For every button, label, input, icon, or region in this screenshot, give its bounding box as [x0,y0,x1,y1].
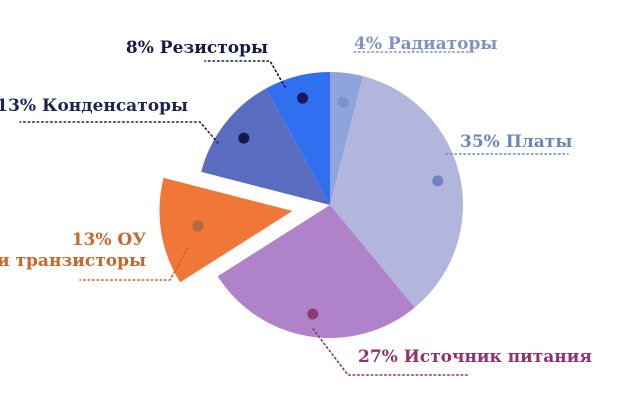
pie-slice-radiators [330,72,364,205]
leader-line-resistors [204,60,286,88]
pie-slice-resistors [265,72,330,205]
slice-label-line: 27% Источник питания [358,347,592,367]
leader-line-caps [19,121,219,144]
pie-slices [159,72,464,338]
slice-label-line: 4% Радиаторы [354,34,497,54]
slice-label-line: 35% Платы [460,132,572,152]
leader-lines [19,51,569,376]
pie-slice-power [217,205,415,338]
slice-label-line: 8% Резисторы [126,38,268,58]
slice-label-caps: 13% Конденсаторы [0,96,188,116]
slice-dot-radiators [337,96,349,108]
slice-label-line: 13% ОУ [72,230,147,250]
leader-line-power [312,328,471,376]
slice-dot-boards [432,175,444,187]
slice-label-line: и транзисторы [0,251,146,271]
slice-dot-power [307,308,319,320]
slice-dot-caps [238,132,250,144]
slice-label-opamp: 13% ОУ и транзисторы [0,230,146,271]
slice-dot-opamp [192,220,204,232]
leader-line-opamp [79,247,189,281]
slice-labels: 4% Радиаторы 35% Платы 27% Источник питани… [0,34,592,367]
slice-dot-resistors [297,92,309,104]
pie-slice-caps [201,88,330,205]
slice-label-radiators: 4% Радиаторы [354,34,497,54]
slice-label-line: 13% Конденсаторы [0,96,188,116]
pie-slice-opamp [159,177,293,283]
slice-label-resistors: 8% Резисторы [126,38,268,58]
pie-slice-boards [330,76,464,308]
slice-label-power: 27% Источник питания [358,347,592,367]
slice-label-boards: 35% Платы [460,132,572,152]
